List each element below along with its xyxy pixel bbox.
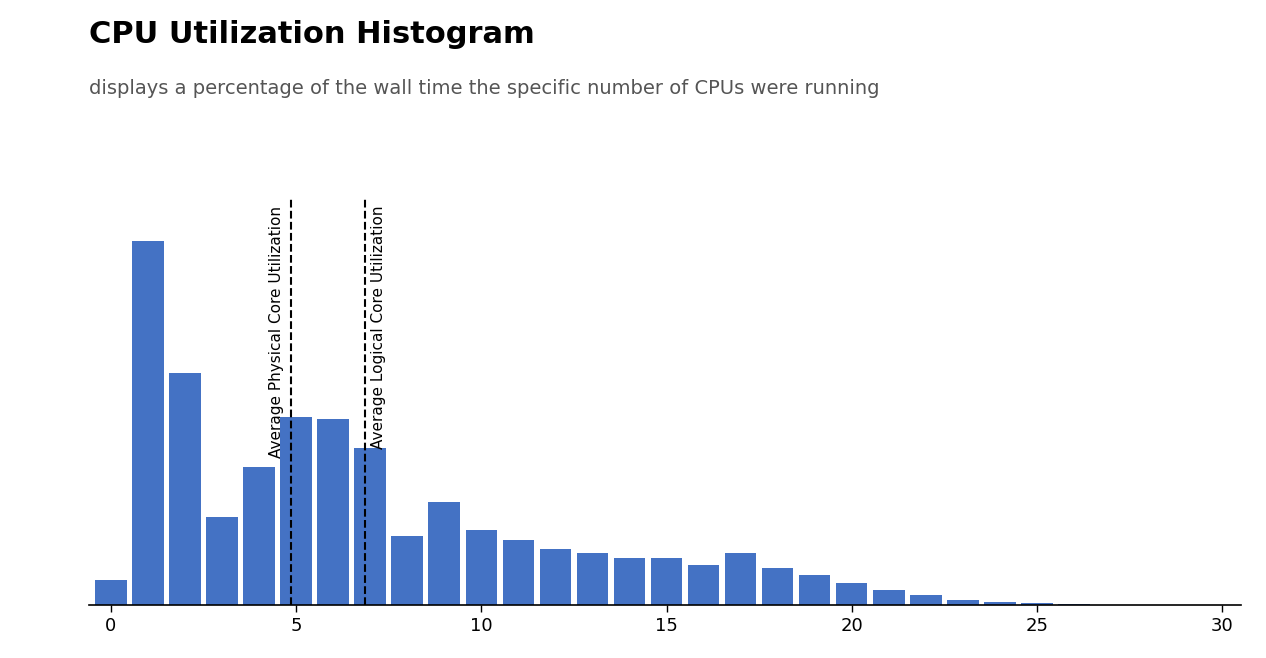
Bar xyxy=(132,241,163,605)
Text: CPU Utilization Histogram: CPU Utilization Histogram xyxy=(89,20,534,49)
Bar xyxy=(503,540,534,605)
Bar xyxy=(910,595,942,605)
Bar xyxy=(874,590,904,605)
Bar xyxy=(947,600,979,605)
Bar xyxy=(836,583,867,605)
Bar xyxy=(984,601,1015,605)
Bar xyxy=(243,467,275,605)
Bar xyxy=(95,580,127,605)
Text: displays a percentage of the wall time the specific number of CPUs were running: displays a percentage of the wall time t… xyxy=(89,79,879,98)
Bar xyxy=(280,417,311,605)
Bar xyxy=(428,502,460,605)
Bar xyxy=(614,557,646,605)
Text: Average Physical Core Utilization: Average Physical Core Utilization xyxy=(268,205,284,457)
Bar xyxy=(466,530,498,605)
Bar xyxy=(391,536,423,605)
Bar xyxy=(539,549,571,605)
Bar xyxy=(799,575,830,605)
Text: Average Logical Core Utilization: Average Logical Core Utilization xyxy=(371,205,386,449)
Bar xyxy=(687,565,719,605)
Bar xyxy=(762,568,794,605)
Bar xyxy=(725,553,756,605)
Bar xyxy=(170,373,201,605)
Bar xyxy=(206,517,238,605)
Bar xyxy=(1058,604,1090,605)
Bar xyxy=(354,448,386,605)
Bar xyxy=(651,557,682,605)
Bar xyxy=(577,553,608,605)
Bar xyxy=(1022,603,1053,605)
Bar xyxy=(318,419,349,605)
